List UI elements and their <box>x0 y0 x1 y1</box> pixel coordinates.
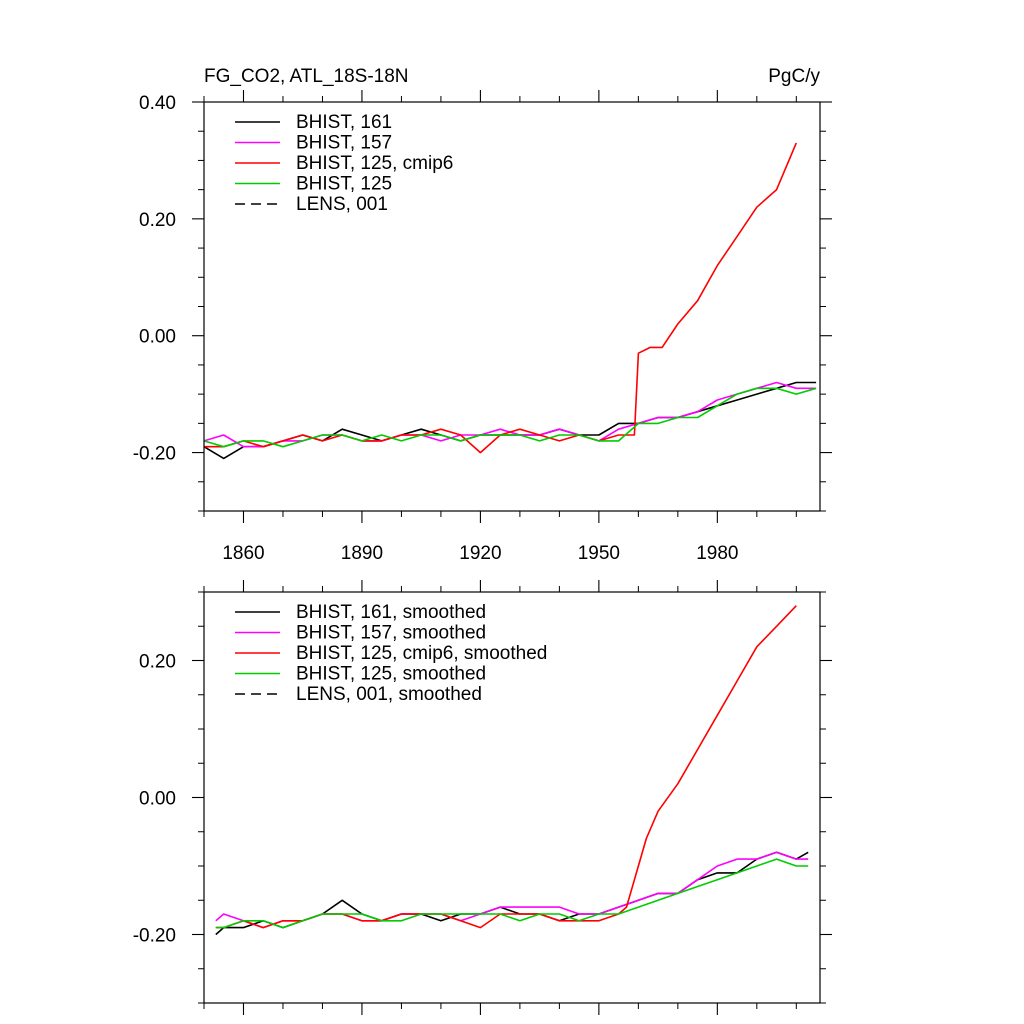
y-tick-label: 0.00 <box>139 789 176 810</box>
y-tick-label: -0.20 <box>133 444 176 465</box>
x-tick-label: 1890 <box>341 543 383 564</box>
x-tick-label: 1920 <box>459 543 501 564</box>
x-tick-label: 1950 <box>578 543 620 564</box>
y-tick-label: -0.20 <box>133 926 176 947</box>
y-tick-label: 0.20 <box>139 652 176 673</box>
top-panel: 1860 1890 1920 1950 1980 -0.20 0.00 0.20 0.40 BHI… <box>133 90 832 564</box>
legend-label: BHIST, 125, cmip6 <box>296 153 453 174</box>
legend-label: BHIST, 157, smoothed <box>296 623 486 644</box>
legend-label: BHIST, 125, cmip6, smoothed <box>296 643 547 664</box>
legend-label: BHIST, 125 <box>296 174 392 195</box>
legend-label: LENS, 001, smoothed <box>296 684 482 705</box>
legend-label: LENS, 001 <box>296 194 388 215</box>
legend-label: BHIST, 125, smoothed <box>296 664 486 685</box>
series-line-4 <box>203 387 817 448</box>
y-tick-label: 0.00 <box>139 327 176 348</box>
units-label: PgC/y <box>768 66 820 87</box>
series-line-4 <box>215 858 809 929</box>
chart-title: FG_CO2, ATL_18S-18N <box>204 66 409 87</box>
legend-label: BHIST, 157 <box>296 133 392 154</box>
series-line-3 <box>204 142 798 454</box>
x-tick-label: 1980 <box>696 543 738 564</box>
y-tick-label: 0.20 <box>139 210 176 231</box>
series-line-2 <box>215 851 809 929</box>
y-tick-label: 0.40 <box>139 93 176 114</box>
legend-label: BHIST, 161, smoothed <box>296 602 486 623</box>
series-line-1 <box>203 381 817 460</box>
legend-label: BHIST, 161 <box>296 112 392 133</box>
x-tick-label: 1860 <box>222 543 264 564</box>
